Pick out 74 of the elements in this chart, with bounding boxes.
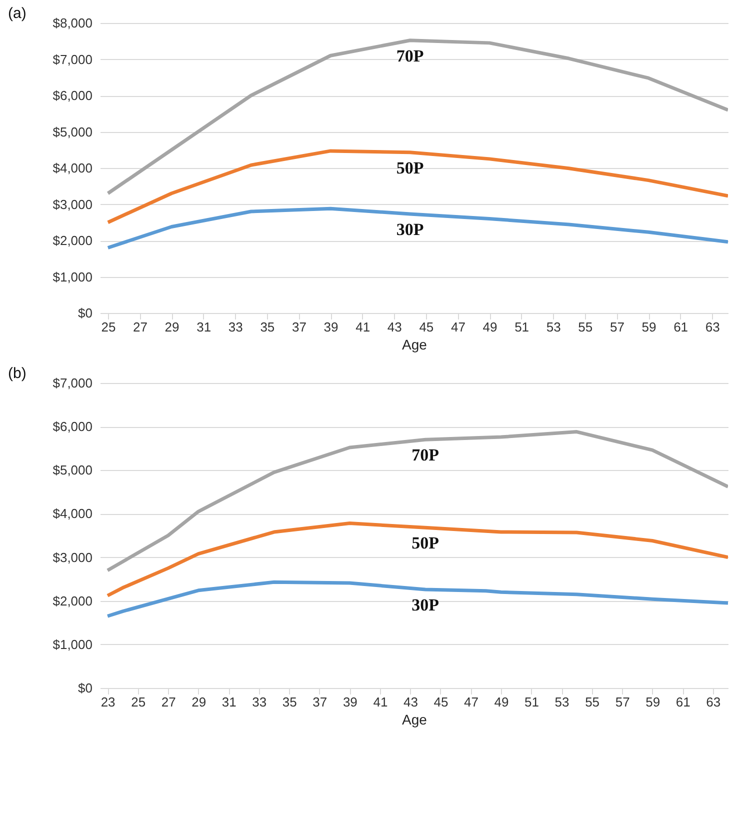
series-label: 70P: [396, 46, 424, 66]
x-tick-label: 53: [546, 320, 561, 334]
x-tick-label: 35: [260, 320, 275, 334]
x-tick-label: 51: [524, 694, 540, 710]
x-tick-label: 25: [101, 320, 116, 334]
x-tick-label: 29: [192, 694, 206, 710]
x-tick-label: 57: [610, 320, 624, 334]
x-tick-label: 55: [585, 694, 600, 710]
x-tick-label: 55: [578, 320, 593, 334]
x-tick-label: 39: [324, 320, 338, 334]
line-series: [106, 522, 728, 598]
y-tick-label: $1,000: [52, 269, 92, 284]
x-tick-label: 45: [419, 320, 434, 334]
x-tick-label: 43: [403, 694, 418, 710]
x-tick-label: 25: [131, 694, 146, 710]
x-tick-label: 31: [196, 320, 212, 334]
y-tick-label: $6,000: [52, 88, 92, 103]
line-series: [106, 149, 728, 224]
series-label: 30P: [412, 596, 440, 615]
x-tick-label: 33: [228, 320, 243, 334]
y-tick-label: $3,000: [52, 550, 92, 565]
chart-title: (a): [8, 5, 26, 22]
y-tick-label: $3,000: [52, 196, 92, 212]
x-tick-label: 57: [615, 694, 630, 710]
series-label: 50P: [396, 158, 424, 178]
y-tick-label: $2,000: [52, 593, 92, 608]
x-tick-label: 37: [312, 694, 328, 710]
y-tick-label: $7,000: [52, 52, 92, 67]
y-tick-label: $0: [78, 306, 92, 320]
x-tick-label: 39: [342, 694, 358, 710]
x-tick-label: 23: [100, 694, 116, 710]
y-tick-label: $2,000: [52, 233, 92, 248]
line-series: [106, 580, 728, 618]
series-label: 30P: [396, 220, 424, 240]
y-tick-label: $8,000: [52, 16, 92, 30]
x-tick-label: 29: [164, 320, 180, 334]
x-tick-label: 45: [434, 694, 448, 710]
x-tick-label: 35: [282, 694, 297, 710]
y-tick-label: $4,000: [52, 506, 92, 522]
x-tick-label: 37: [292, 320, 306, 334]
x-tick-label: 33: [252, 694, 267, 710]
line-series: [106, 38, 728, 196]
y-tick-label: $0: [78, 680, 92, 696]
x-tick-label: 61: [676, 694, 690, 710]
x-tick-label: 41: [373, 694, 388, 710]
chart-title: (b): [8, 365, 26, 382]
x-tick-label: 59: [642, 320, 656, 334]
x-tick-label: 53: [554, 694, 570, 710]
y-tick-label: $7,000: [52, 376, 92, 390]
series-label: 70P: [412, 446, 440, 465]
x-tick-label: 43: [387, 320, 402, 334]
x-axis-title: Age: [402, 712, 428, 728]
x-tick-label: 51: [514, 320, 530, 334]
y-tick-label: $5,000: [52, 462, 92, 478]
y-tick-label: $1,000: [52, 636, 92, 652]
x-tick-label: 41: [356, 320, 370, 334]
x-tick-label: 63: [706, 694, 721, 710]
y-tick-label: $5,000: [52, 124, 92, 140]
line-series: [106, 430, 728, 572]
x-tick-label: 47: [464, 694, 478, 710]
x-tick-label: 27: [133, 320, 148, 334]
x-tick-label: 61: [674, 320, 688, 334]
y-tick-label: $4,000: [52, 160, 92, 176]
x-tick-label: 63: [705, 320, 720, 334]
x-axis-title: Age: [402, 336, 428, 352]
line-series: [106, 206, 728, 250]
x-tick-label: 47: [450, 320, 466, 334]
x-tick-label: 27: [161, 694, 176, 710]
y-tick-label: $6,000: [52, 419, 92, 434]
x-tick-label: 31: [222, 694, 236, 710]
x-tick-label: 49: [494, 694, 509, 710]
series-label: 50P: [412, 534, 440, 553]
x-tick-label: 49: [482, 320, 498, 334]
x-tick-label: 59: [646, 694, 660, 710]
